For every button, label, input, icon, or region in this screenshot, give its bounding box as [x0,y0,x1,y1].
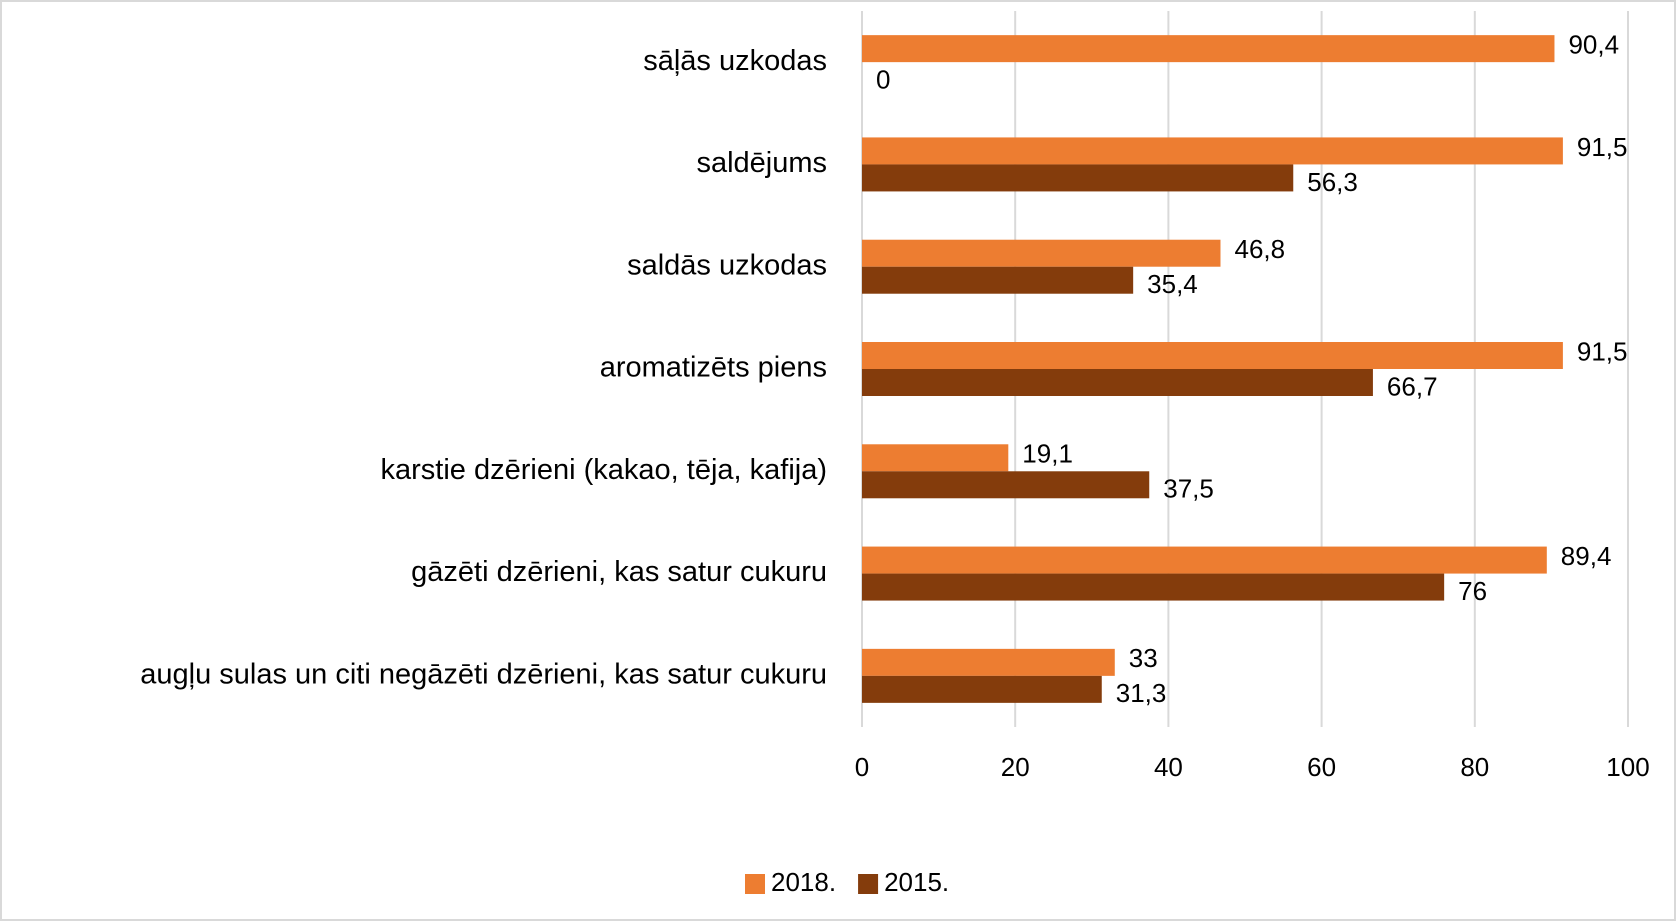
bar [862,164,1294,192]
bar [862,137,1563,165]
data-label: 91,5 [1577,132,1628,162]
bar [862,546,1547,574]
data-label: 89,4 [1561,541,1612,571]
y-tick-label: gāzēti dzērieni, kas satur cukuru [411,556,827,588]
x-tick-label: 60 [1307,752,1336,782]
y-tick-label: sāļās uzkodas [643,45,827,77]
bar [862,444,1009,472]
data-label: 31,3 [1116,678,1167,708]
bar [862,239,1221,267]
data-label: 0 [876,65,890,95]
bar [862,369,1373,396]
bar [862,648,1115,676]
legend-label: 2018. [771,867,836,897]
legend-label: 2015. [884,867,949,897]
x-tick-label: 80 [1460,752,1489,782]
data-label: 56,3 [1307,167,1358,197]
data-label: 33 [1129,643,1158,673]
x-tick-label: 40 [1154,752,1183,782]
data-label: 76 [1458,576,1487,606]
bar [862,573,1445,601]
bar [862,342,1563,369]
y-tick-label: saldējums [696,147,827,179]
legend-swatch [745,874,765,894]
data-label: 35,4 [1147,269,1198,299]
bar [862,675,1102,703]
data-label: 91,5 [1577,336,1628,366]
y-tick-label: saldās uzkodas [627,249,827,281]
x-tick-label: 0 [855,752,869,782]
bar [862,35,1555,63]
y-tick-label: augļu sulas un citi negāzēti dzērieni, k… [140,659,827,691]
bar [862,471,1150,499]
data-label: 19,1 [1022,439,1073,469]
data-label: 46,8 [1234,234,1285,264]
legend-swatch [858,874,879,894]
data-label: 66,7 [1387,371,1438,401]
x-tick-label: 100 [1606,752,1649,782]
data-label: 90,4 [1568,30,1619,60]
y-tick-label: aromatizēts piens [600,352,827,384]
data-label: 37,5 [1163,474,1214,504]
y-tick-label: karstie dzērieni (kakao, tēja, kafija) [381,454,827,486]
bar [862,266,1134,294]
x-tick-label: 20 [1001,752,1030,782]
